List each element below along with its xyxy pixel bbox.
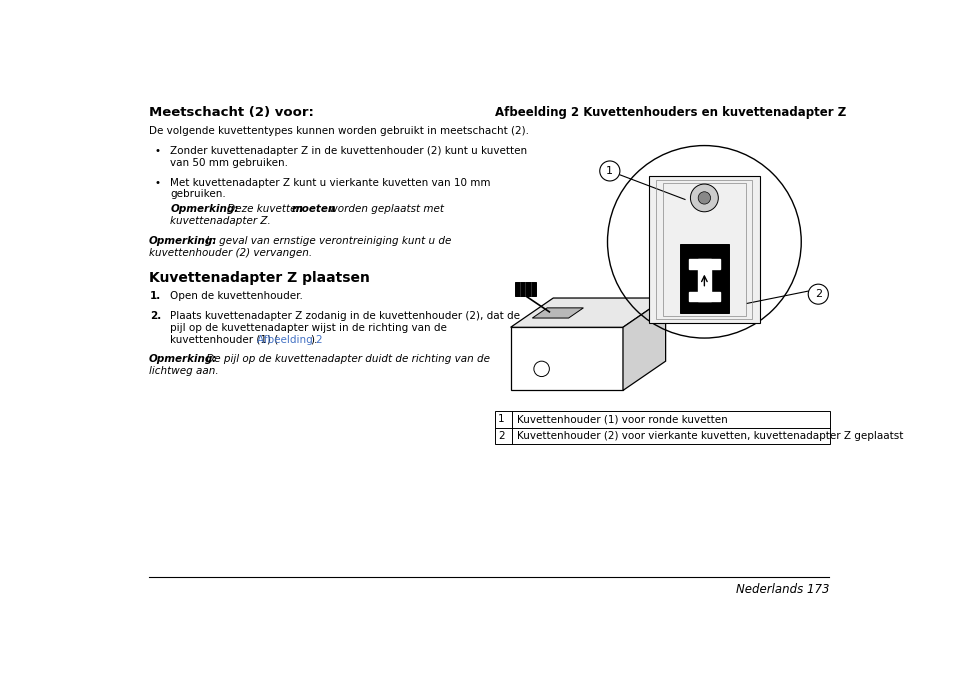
- Text: Deze kuvetten: Deze kuvetten: [224, 204, 306, 214]
- FancyBboxPatch shape: [648, 177, 760, 323]
- Text: kuvettenhouder (1) (: kuvettenhouder (1) (: [171, 334, 278, 344]
- Text: •: •: [154, 177, 161, 187]
- Text: Kuvettenadapter Z plaatsen: Kuvettenadapter Z plaatsen: [149, 271, 369, 284]
- Text: 2.: 2.: [150, 311, 161, 321]
- Text: Met kuvettenadapter Z kunt u vierkante kuvetten van 10 mm: Met kuvettenadapter Z kunt u vierkante k…: [171, 177, 491, 187]
- Text: lichtweg aan.: lichtweg aan.: [149, 366, 218, 376]
- Text: 2: 2: [497, 431, 504, 441]
- Text: Nederlands 173: Nederlands 173: [735, 583, 828, 596]
- Circle shape: [690, 184, 718, 212]
- Text: De pijl op de kuvettenadapter duidt de richting van de: De pijl op de kuvettenadapter duidt de r…: [202, 355, 489, 364]
- Text: 2: 2: [814, 289, 821, 299]
- Text: Open de kuvettenhouder.: Open de kuvettenhouder.: [171, 291, 303, 301]
- Text: 1.: 1.: [150, 291, 161, 301]
- Text: In geval van ernstige verontreiniging kunt u de: In geval van ernstige verontreiniging ku…: [202, 236, 451, 246]
- FancyBboxPatch shape: [698, 259, 710, 301]
- Text: Opmerking:: Opmerking:: [149, 355, 217, 364]
- Text: moeten: moeten: [291, 204, 335, 214]
- Text: 1: 1: [606, 166, 613, 176]
- Text: 1: 1: [497, 415, 504, 425]
- Text: Kuvettenhouder (1) voor ronde kuvetten: Kuvettenhouder (1) voor ronde kuvetten: [517, 415, 727, 425]
- FancyBboxPatch shape: [679, 244, 728, 313]
- Text: kuvettenadapter Z.: kuvettenadapter Z.: [171, 216, 271, 226]
- Text: Zonder kuvettenadapter Z in de kuvettenhouder (2) kunt u kuvetten: Zonder kuvettenadapter Z in de kuvettenh…: [171, 146, 527, 156]
- Text: pijl op de kuvettenadapter wijst in de richting van de: pijl op de kuvettenadapter wijst in de r…: [171, 323, 447, 333]
- Text: ).: ).: [311, 334, 317, 344]
- Text: van 50 mm gebruiken.: van 50 mm gebruiken.: [171, 158, 288, 168]
- Text: worden geplaatst met: worden geplaatst met: [325, 204, 443, 214]
- Polygon shape: [510, 298, 665, 328]
- Polygon shape: [532, 308, 583, 318]
- FancyBboxPatch shape: [510, 328, 622, 390]
- Text: Opmerking:: Opmerking:: [171, 204, 238, 214]
- Text: kuvettenhouder (2) vervangen.: kuvettenhouder (2) vervangen.: [149, 248, 312, 258]
- Text: Opmerking:: Opmerking:: [149, 236, 217, 246]
- Circle shape: [698, 192, 710, 204]
- Text: Afbeelding 2: Afbeelding 2: [257, 334, 322, 344]
- Polygon shape: [622, 298, 665, 390]
- FancyBboxPatch shape: [688, 292, 720, 301]
- Text: Kuvettenhouder (2) voor vierkante kuvetten, kuvettenadapter Z geplaatst: Kuvettenhouder (2) voor vierkante kuvett…: [517, 431, 902, 441]
- Text: •: •: [154, 146, 161, 156]
- Text: gebruiken.: gebruiken.: [171, 189, 226, 200]
- Text: Meetschacht (2) voor:: Meetschacht (2) voor:: [149, 106, 314, 119]
- FancyBboxPatch shape: [514, 282, 536, 296]
- Text: Plaats kuvettenadapter Z zodanig in de kuvettenhouder (2), dat de: Plaats kuvettenadapter Z zodanig in de k…: [171, 311, 519, 321]
- Text: De volgende kuvettentypes kunnen worden gebruikt in meetschacht (2).: De volgende kuvettentypes kunnen worden …: [149, 126, 528, 136]
- Text: Afbeelding 2 Kuvettenhouders en kuvettenadapter Z: Afbeelding 2 Kuvettenhouders en kuvetten…: [495, 106, 845, 119]
- FancyBboxPatch shape: [688, 259, 720, 269]
